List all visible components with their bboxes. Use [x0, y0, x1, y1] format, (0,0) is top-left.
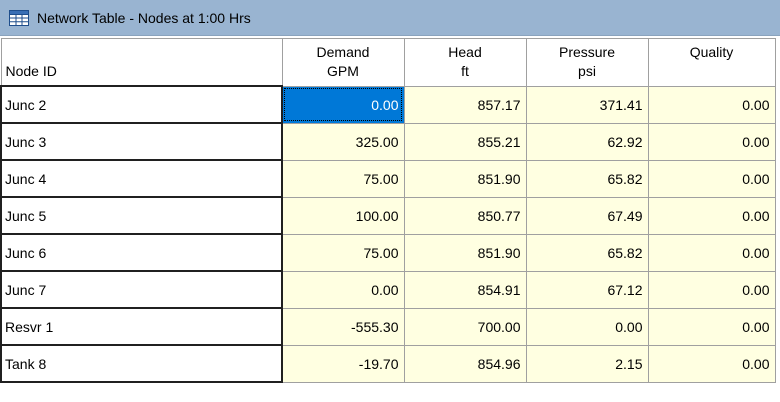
pressure-cell[interactable]: 2.15	[525, 344, 649, 383]
header-head-label: Head	[448, 44, 482, 61]
header-quality-label: Quality	[689, 44, 734, 60]
node-id-cell[interactable]: Junc 7	[0, 270, 283, 309]
header-demand-label: Demand	[316, 44, 370, 61]
demand-cell[interactable]: 75.00	[281, 233, 405, 272]
pressure-cell[interactable]: 62.92	[525, 122, 649, 161]
table-row[interactable]: Junc 3 325.00 855.21 62.92 0.00	[0, 122, 776, 161]
table-row[interactable]: Junc 5 100.00 850.77 67.49 0.00	[0, 196, 776, 235]
table-row[interactable]: Tank 8 -19.70 854.96 2.15 0.00	[0, 344, 776, 383]
title-bar[interactable]: Network Table - Nodes at 1:00 Hrs	[0, 0, 780, 36]
demand-cell[interactable]: -19.70	[281, 344, 405, 383]
quality-cell[interactable]: 0.00	[647, 233, 776, 272]
demand-cell[interactable]: -555.30	[281, 307, 405, 346]
head-cell[interactable]: 700.00	[403, 307, 527, 346]
pressure-cell[interactable]: 67.12	[525, 270, 649, 309]
node-id-cell[interactable]: Junc 6	[0, 233, 283, 272]
table-row[interactable]: Junc 6 75.00 851.90 65.82 0.00	[0, 233, 776, 272]
node-id-cell[interactable]: Junc 3	[0, 122, 283, 161]
header-row: Node ID Demand GPM Head ft Pressure psi …	[0, 38, 776, 87]
pressure-cell[interactable]: 65.82	[525, 159, 649, 198]
quality-cell[interactable]: 0.00	[647, 122, 776, 161]
pressure-cell[interactable]: 0.00	[525, 307, 649, 346]
demand-cell[interactable]: 75.00	[281, 159, 405, 198]
header-node-id-label: Node ID	[5, 63, 57, 79]
pressure-cell[interactable]: 65.82	[525, 233, 649, 272]
head-cell[interactable]: 851.90	[403, 233, 527, 272]
nodes-table: Node ID Demand GPM Head ft Pressure psi …	[0, 38, 776, 383]
demand-cell[interactable]: 100.00	[281, 196, 405, 235]
header-demand[interactable]: Demand GPM	[281, 38, 405, 87]
table-row[interactable]: Junc 7 0.00 854.91 67.12 0.00	[0, 270, 776, 309]
pressure-cell[interactable]: 67.49	[525, 196, 649, 235]
head-cell[interactable]: 855.21	[403, 122, 527, 161]
head-cell[interactable]: 854.91	[403, 270, 527, 309]
quality-cell[interactable]: 0.00	[647, 270, 776, 309]
quality-cell[interactable]: 0.00	[647, 196, 776, 235]
quality-cell[interactable]: 0.00	[647, 85, 776, 124]
head-cell[interactable]: 850.77	[403, 196, 527, 235]
header-pressure-unit: psi	[578, 63, 596, 80]
quality-cell[interactable]: 0.00	[647, 307, 776, 346]
demand-cell-selected[interactable]: 0.00	[281, 85, 405, 124]
pressure-cell[interactable]: 371.41	[525, 85, 649, 124]
node-id-cell[interactable]: Junc 2	[0, 85, 283, 124]
header-quality[interactable]: Quality	[647, 38, 776, 87]
header-pressure-label: Pressure	[558, 44, 616, 61]
node-id-cell[interactable]: Resvr 1	[0, 307, 283, 346]
node-id-cell[interactable]: Junc 4	[0, 159, 283, 198]
header-demand-unit: GPM	[327, 63, 359, 80]
head-cell[interactable]: 857.17	[403, 85, 527, 124]
window-title: Network Table - Nodes at 1:00 Hrs	[37, 9, 251, 26]
demand-cell[interactable]: 0.00	[281, 270, 405, 309]
head-cell[interactable]: 854.96	[403, 344, 527, 383]
quality-cell[interactable]: 0.00	[647, 344, 776, 383]
quality-cell[interactable]: 0.00	[647, 159, 776, 198]
head-cell[interactable]: 851.90	[403, 159, 527, 198]
header-node-id[interactable]: Node ID	[0, 38, 283, 87]
demand-cell[interactable]: 325.00	[281, 122, 405, 161]
header-head[interactable]: Head ft	[403, 38, 527, 87]
table-row[interactable]: Junc 4 75.00 851.90 65.82 0.00	[0, 159, 776, 198]
node-id-cell[interactable]: Junc 5	[0, 196, 283, 235]
node-id-cell[interactable]: Tank 8	[0, 344, 283, 383]
table-grid-icon	[9, 9, 31, 27]
header-head-unit: ft	[461, 63, 469, 80]
header-pressure[interactable]: Pressure psi	[525, 38, 649, 87]
table-row[interactable]: Junc 2 0.00 857.17 371.41 0.00	[0, 85, 776, 124]
table-row[interactable]: Resvr 1 -555.30 700.00 0.00 0.00	[0, 307, 776, 346]
